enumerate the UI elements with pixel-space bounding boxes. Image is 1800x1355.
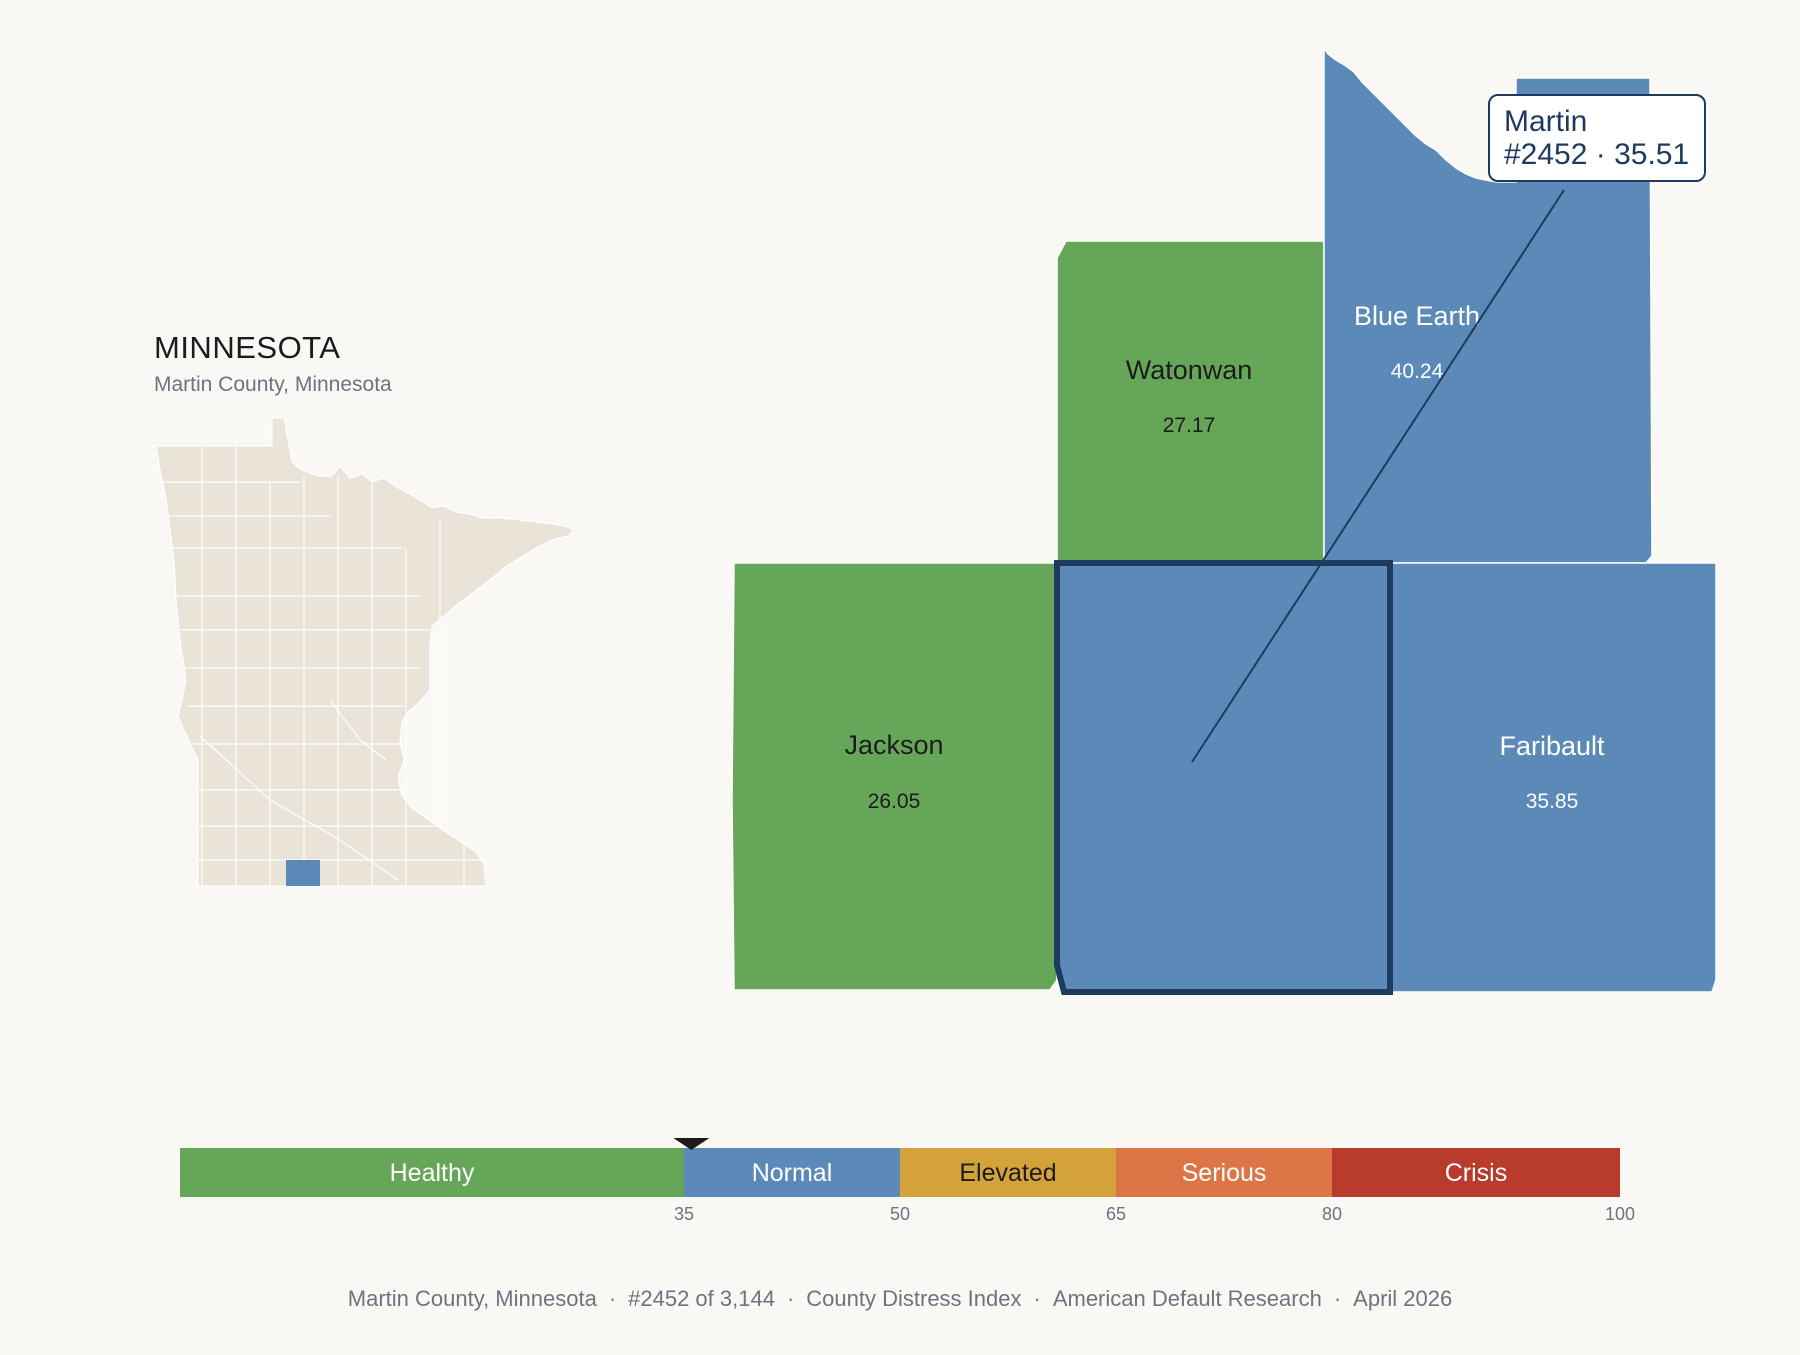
county-value-watonwan: 27.17 (1163, 414, 1216, 437)
scale-tick-label: 80 (1322, 1204, 1342, 1224)
county-value-blue-earth: 40.24 (1391, 360, 1444, 383)
scale-band-label-crisis: Crisis (1445, 1159, 1508, 1187)
county-label-faribault: Faribault (1499, 731, 1605, 761)
scale-band-label-normal: Normal (752, 1159, 833, 1187)
scale-band-label-healthy: Healthy (390, 1159, 475, 1187)
county-jackson[interactable] (731, 562, 1058, 991)
tooltip-leader-line (1191, 189, 1565, 763)
footer-separator: · (608, 1286, 617, 1311)
scale-tick-label: 100 (1605, 1204, 1635, 1224)
scale-tick-label: 35 (674, 1204, 694, 1224)
scale-tick-label: 65 (1106, 1204, 1126, 1224)
footer-source: American Default Research (1052, 1286, 1322, 1311)
scale-band-healthy (180, 1148, 684, 1197)
tooltip-county-name: Martin (1504, 105, 1588, 138)
scale-band-crisis (1332, 1148, 1620, 1197)
footer-date: April 2026 (1353, 1286, 1453, 1311)
footer-separator: · (1333, 1286, 1342, 1311)
county-value-faribault: 35.85 (1526, 790, 1579, 813)
tooltip-rank-value: #2452 · 35.51 (1504, 138, 1690, 171)
scale-band-serious (1116, 1148, 1332, 1197)
footer-county: Martin County, Minnesota (347, 1286, 597, 1311)
footer-rank: #2452 of 3,144 (628, 1286, 775, 1311)
state-subtitle: Martin County, Minnesota (154, 373, 392, 396)
county-watonwan[interactable] (1056, 240, 1325, 564)
footer-separator: · (786, 1286, 795, 1311)
county-martin[interactable] (1054, 560, 1393, 995)
footer-index-name: County Distress Index (806, 1286, 1022, 1311)
minnesota-state-shape (155, 417, 576, 887)
county-label-blue-earth: Blue Earth (1354, 301, 1480, 331)
county-label-jackson: Jackson (844, 730, 943, 760)
footer-separator: · (1033, 1286, 1041, 1311)
scale-tick-label: 50 (890, 1204, 910, 1224)
distress-scale-bar: Healthy Normal Elevated Serious Crisis 35 50 65… (180, 1148, 1635, 1224)
county-tooltip: Martin #2452 · 35.51 (1488, 94, 1706, 182)
scale-band-label-elevated: Elevated (959, 1159, 1056, 1187)
county-map (731, 45, 1717, 995)
county-label-watonwan: Watonwan (1126, 355, 1253, 385)
scale-band-label-serious: Serious (1182, 1159, 1267, 1187)
scale-marker-triangle-icon (673, 1138, 710, 1150)
footer-caption: Martin County, Minnesota · #2452 of 3,144 ·… (0, 1286, 1800, 1312)
martin-county-inset-highlight[interactable] (286, 860, 320, 886)
scale-band-elevated (900, 1148, 1116, 1197)
state-inset-map (155, 417, 576, 887)
state-title: MINNESOTA (154, 330, 341, 365)
county-value-jackson: 26.05 (868, 790, 921, 813)
county-faribault[interactable] (1389, 562, 1717, 993)
county-borders (158, 446, 486, 886)
scale-band-normal (684, 1148, 900, 1197)
